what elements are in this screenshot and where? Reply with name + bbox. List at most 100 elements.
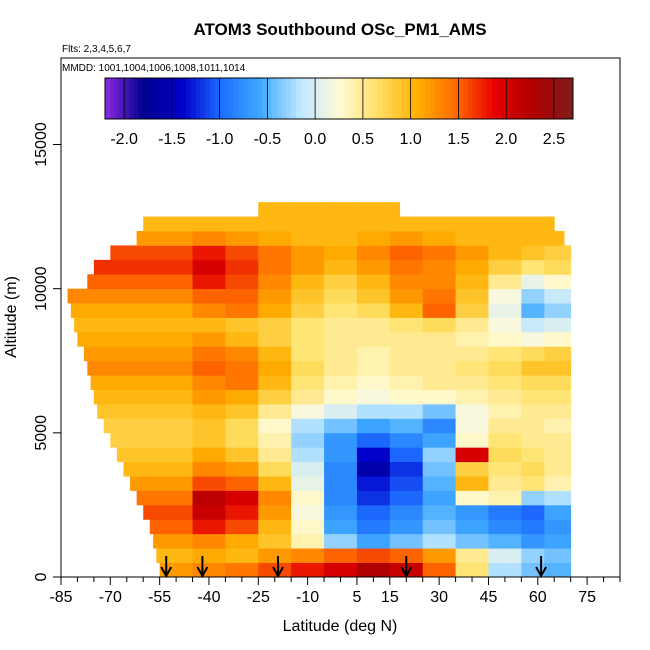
heatmap-cell [356,346,391,362]
colorbar-swatch [515,78,521,119]
heatmap-cells [67,202,572,578]
heatmap-cell [225,519,259,535]
heatmap-cell [324,404,358,419]
colorbar-swatch [114,78,120,119]
colorbar-swatch [544,78,550,119]
x-tick-label: -85 [49,589,72,606]
heatmap-cell [291,317,325,333]
colorbar-swatch [453,78,459,119]
heatmap-cell [90,375,193,390]
colorbar-swatch [305,78,311,119]
heatmap-cell [422,548,456,563]
y-tick-label: 15000 [33,122,50,167]
heatmap-cell [521,533,545,549]
heatmap-cell [324,562,358,578]
heatmap-cell [225,346,259,362]
heatmap-cell [455,216,489,232]
heatmap-cell [356,375,391,390]
heatmap-cell [258,288,292,304]
heatmap-cell [521,432,545,448]
heatmap-cell [521,447,545,463]
heatmap-cell [87,274,193,290]
heatmap-cell [225,476,259,491]
heatmap-cell [258,303,292,318]
heatmap-cell [422,360,456,376]
heatmap-cell [389,259,424,275]
colorbar-swatch [291,78,297,119]
colorbar-swatch [367,78,373,119]
heatmap-cell [291,245,325,261]
heatmap-cell [488,245,522,261]
heatmap-cell [192,548,226,563]
heatmap-cell [225,245,259,261]
x-tick-label: -70 [99,589,122,606]
heatmap-cell [521,303,545,318]
colorbar-swatch [563,78,569,119]
heatmap-cell [225,274,259,290]
heatmap-cell [422,504,456,520]
colorbar-swatch [467,78,474,119]
heatmap-cell [544,245,572,261]
colorbar-swatch [143,78,149,119]
heatmap-cell [356,504,391,520]
heatmap-cell [544,533,572,549]
y-tick-label: 0 [33,572,50,581]
heatmap-cell [455,490,489,506]
heatmap-cell [488,432,522,448]
heatmap-cell [544,317,572,333]
colorbar-swatch [224,78,230,119]
heatmap-cell [356,231,391,246]
heatmap-cell [74,317,193,333]
heatmap-cell [455,259,489,275]
colorbar-swatch [195,78,202,119]
heatmap-cell [192,346,226,362]
heatmap-cell [192,303,226,318]
heatmap-cell [422,216,456,232]
heatmap-cell [455,303,489,318]
heatmap-cell [488,259,522,275]
colorbar-tick-label: 0.5 [352,131,374,148]
heatmap-cell [356,476,391,491]
heatmap-cell [324,432,358,448]
heatmap-cell [488,562,522,578]
colorbar-frame [104,77,574,120]
heatmap-cell [258,548,292,563]
heatmap-cell [192,461,226,477]
profile-marker-head [400,566,413,579]
heatmap-cell [455,360,489,376]
heatmap-cell [87,360,193,376]
heatmap-cell [258,533,292,549]
heatmap-cell [455,274,489,290]
heatmap-cell [130,476,193,491]
colorbar-swatch [229,78,235,119]
heatmap-cell [258,274,292,290]
heatmap-cell [356,303,391,318]
heatmap-cell [225,288,259,304]
heatmap-cell [225,404,259,419]
heatmap-cell [389,331,424,347]
heatmap-cell [544,259,572,275]
heatmap-cell [455,533,489,549]
colorbar-swatch [324,78,330,119]
heatmap-cell [521,461,545,477]
heatmap-cell [110,245,193,261]
colorbar-swatch [248,78,254,119]
heatmap-cell [258,231,292,246]
x-axis: -85 -70 -55 -40 -25 -10 5 15 30 45 60 75 [49,577,621,606]
heatmap-cell [258,389,292,405]
heatmap-cell [389,490,424,506]
colorbar-swatch [133,78,139,119]
colorbar-swatch [539,78,545,119]
heatmap-cell [356,404,391,419]
colorbar-swatch [157,78,163,119]
colorbar-tick-label: -2.0 [110,131,138,148]
colorbar-swatch [210,78,216,119]
profile-markers [160,556,547,579]
x-tick-label: -40 [197,589,220,606]
heatmap-cell [488,548,522,563]
heatmap-cell [324,389,358,405]
colorbar-swatch [434,78,440,119]
colorbar-swatch [534,78,541,119]
profile-marker-head [535,566,547,579]
